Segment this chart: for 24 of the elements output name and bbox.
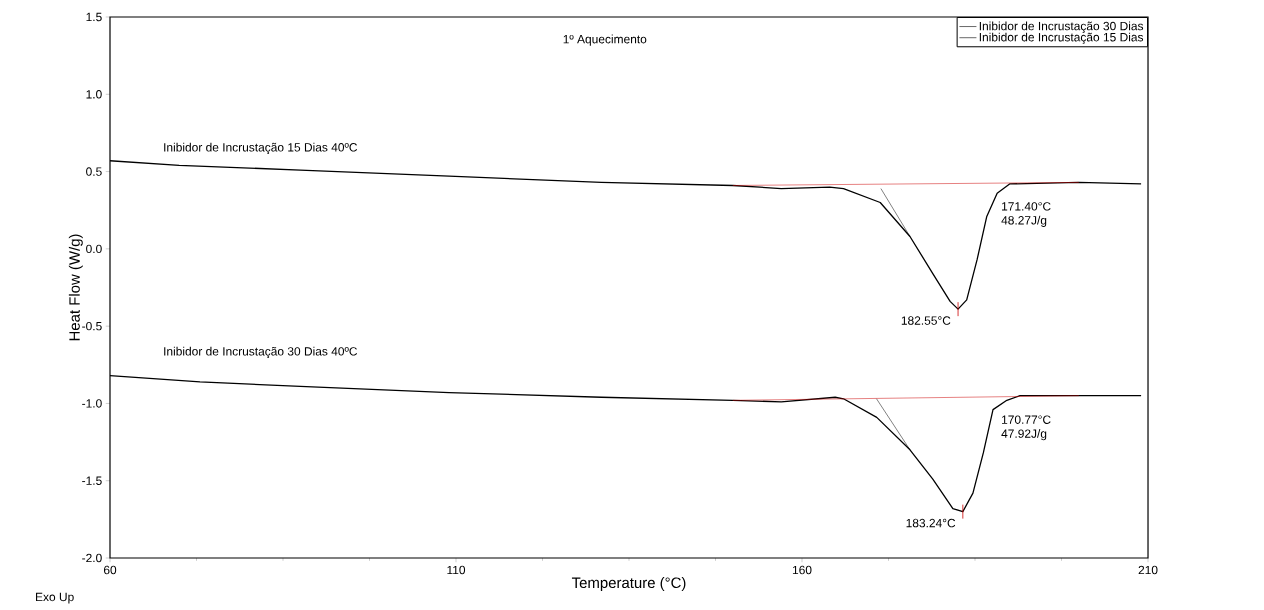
annotation: 1º Aquecimento: [563, 34, 647, 46]
annotation: 171.40°C 48.27J/g: [1001, 202, 1051, 227]
x-tick-label: 160: [792, 565, 812, 575]
annotation: Inibidor de Incrustação 15 Dias 40ºC: [164, 142, 358, 154]
annotation: 170.77°C 47.92J/g: [1001, 415, 1051, 441]
y-tick-label: 1.5: [86, 12, 102, 22]
y-axis-title: Heat Flow (W/g): [68, 234, 83, 341]
y-tick-label: 0.0: [86, 244, 102, 254]
x-axis-title: Temperature (°C): [571, 577, 686, 591]
annotation: 182.55°C: [901, 316, 951, 325]
y-tick-label: 1.0: [86, 90, 102, 99]
legend-label: Inibidor de Incrustação 15 Dias: [979, 32, 1144, 44]
y-tick-label: -1.0: [82, 399, 102, 408]
annotation: Inibidor de Incrustação 30 Dias 40ºC: [164, 346, 358, 359]
x-tick-label: 110: [447, 565, 466, 575]
y-tick-label: -1.5: [82, 476, 102, 485]
x-tick-label: 60: [103, 565, 117, 575]
annotation: 183.24°C: [906, 518, 956, 528]
y-tick-label: -2.0: [82, 553, 102, 563]
x-tick-label: 210: [1138, 565, 1158, 575]
text: Exo Up: [36, 592, 74, 604]
y-tick-label: -0.5: [82, 321, 102, 331]
legend-label: Inibidor de Incrustação 30 Dias: [979, 21, 1144, 33]
y-tick-label: 0.5: [86, 167, 102, 176]
